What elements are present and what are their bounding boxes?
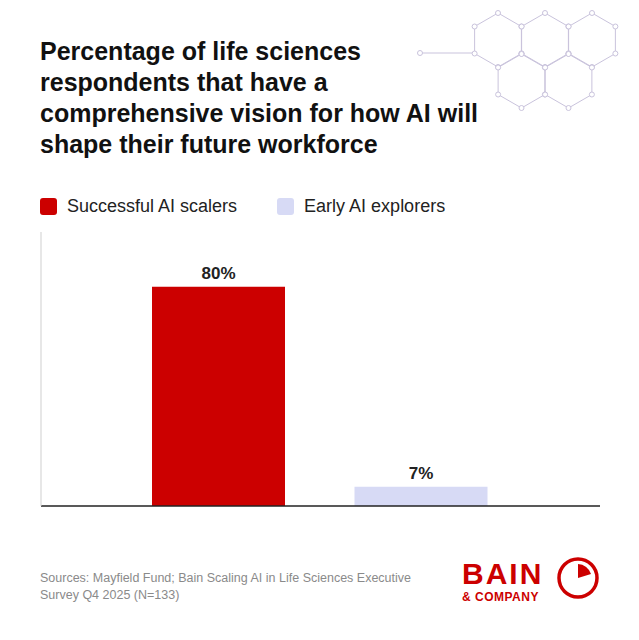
html-text:Early AI explorers: Early AI explorers <box>304 196 446 216</box>
html-text:BAIN: BAIN <box>462 557 544 590</box>
svg-text:80%: 80% <box>201 264 235 283</box>
html-text:Successful AI scalers: Successful AI scalers <box>67 196 238 216</box>
html-text:Sources: Mayfield Fund; Bain S: Sources: Mayfield Fund; Bain Scaling AI … <box>40 571 411 602</box>
html-text:Percentage of life sciences re: Percentage of life sciences respondents … <box>40 37 479 158</box>
html-text:& COMPANY: & COMPANY <box>462 590 539 604</box>
svg-text:7%: 7% <box>409 464 434 483</box>
